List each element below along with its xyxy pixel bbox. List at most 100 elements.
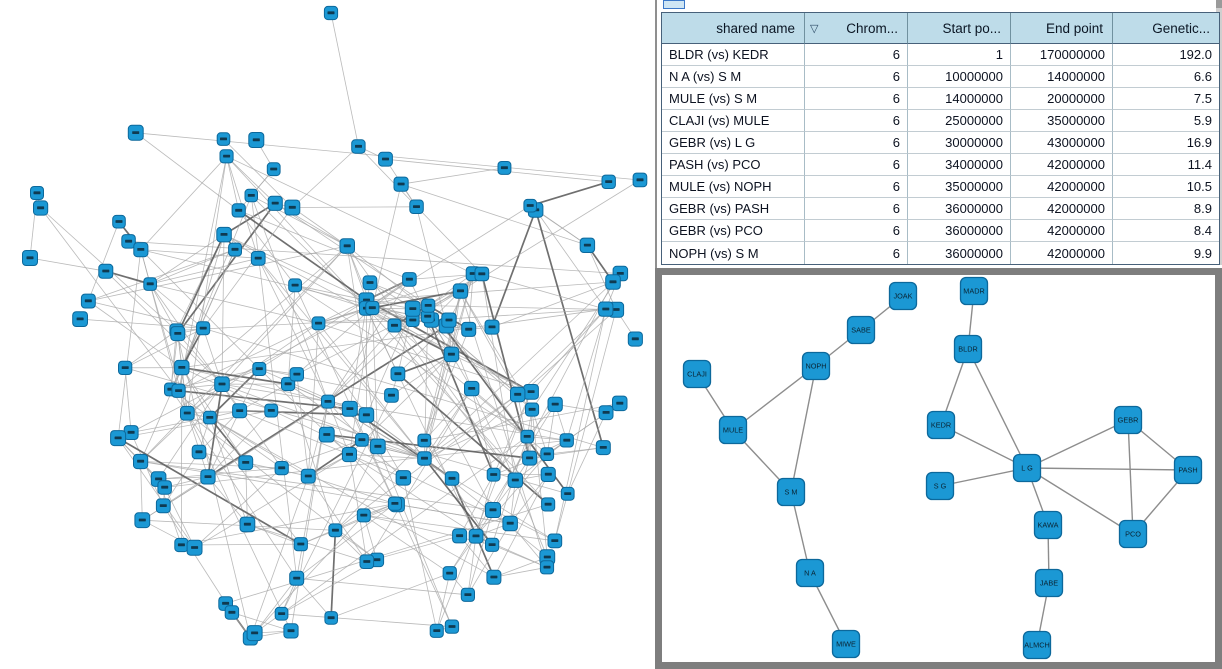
overview-edge[interactable] (307, 475, 368, 562)
overview-edge[interactable] (467, 536, 477, 595)
table-cell[interactable]: 7.5 (1113, 88, 1219, 110)
overview-node[interactable] (289, 367, 305, 382)
overview-edge[interactable] (514, 480, 548, 558)
overview-network-canvas[interactable] (0, 0, 655, 669)
overview-node[interactable] (612, 395, 628, 412)
overview-edge[interactable] (467, 509, 494, 595)
overview-node[interactable] (523, 384, 539, 400)
table-cell[interactable]: 42000000 (1011, 176, 1113, 198)
overview-edge[interactable] (394, 324, 452, 356)
network-node-s-m[interactable]: S M (776, 477, 806, 507)
overview-node[interactable] (339, 238, 355, 254)
overview-edge[interactable] (281, 439, 363, 469)
overview-edge[interactable] (554, 493, 569, 541)
overview-edge[interactable] (158, 476, 209, 480)
overview-edge[interactable] (164, 487, 195, 548)
overview-node[interactable] (502, 515, 518, 532)
overview-edge[interactable] (401, 167, 505, 185)
overview-node[interactable] (387, 318, 402, 333)
network-edge-gebr-pco[interactable] (1127, 419, 1134, 535)
overview-edge[interactable] (150, 257, 259, 285)
table-row[interactable]: CLAJI (vs) MULE 6 25000000 35000000 5.9 (662, 110, 1219, 132)
overview-node[interactable] (497, 161, 512, 175)
overview-node[interactable] (191, 444, 207, 460)
overview-edge[interactable] (259, 368, 350, 455)
table-cell[interactable]: 30000000 (908, 132, 1011, 154)
overview-node[interactable] (283, 623, 299, 639)
table-cell[interactable]: 6 (805, 132, 908, 154)
overview-node[interactable] (486, 569, 502, 585)
table-cell[interactable]: 25000000 (908, 110, 1011, 132)
table-cell[interactable]: 6 (805, 154, 908, 176)
table-cell[interactable]: 8.9 (1113, 198, 1219, 220)
overview-edge[interactable] (530, 308, 607, 393)
table-cell[interactable]: BLDR (vs) KEDR (662, 44, 805, 66)
overview-node[interactable] (560, 486, 575, 501)
overview-edge[interactable] (517, 394, 530, 459)
overview-node[interactable] (232, 403, 248, 419)
overview-node[interactable] (231, 203, 246, 218)
overview-edge[interactable] (492, 509, 555, 542)
table-cell[interactable]: GEBR (vs) PASH (662, 198, 805, 220)
overview-edge[interactable] (296, 374, 309, 477)
overview-edge[interactable] (451, 354, 532, 393)
overview-edge[interactable] (491, 209, 537, 328)
overview-node[interactable] (370, 438, 386, 455)
overview-node[interactable] (216, 132, 231, 146)
overview-edge[interactable] (88, 300, 183, 368)
overview-node[interactable] (452, 528, 468, 544)
overview-node[interactable] (293, 537, 308, 552)
table-cell[interactable]: 6 (805, 66, 908, 88)
overview-node[interactable] (507, 472, 524, 488)
overview-edge[interactable] (327, 279, 410, 402)
overview-node[interactable] (402, 272, 417, 287)
overview-edge[interactable] (187, 410, 272, 414)
overview-edge[interactable] (142, 519, 336, 531)
overview-edge[interactable] (363, 515, 378, 561)
overview-node[interactable] (121, 234, 136, 249)
overview-node[interactable] (387, 496, 402, 511)
overview-node[interactable] (547, 533, 563, 549)
overview-edge[interactable] (327, 401, 350, 455)
table-row[interactable]: MULE (vs) S M 6 14000000 20000000 7.5 (662, 88, 1219, 110)
overview-node[interactable] (33, 200, 49, 216)
overview-edge[interactable] (142, 401, 329, 521)
table-cell[interactable]: 42000000 (1011, 242, 1113, 264)
overview-edge[interactable] (427, 273, 474, 306)
table-cell[interactable]: 6 (805, 88, 908, 110)
overview-edge[interactable] (226, 156, 276, 204)
overview-node[interactable] (356, 508, 371, 523)
table-cell[interactable]: 6 (805, 44, 908, 66)
overview-edge[interactable] (391, 354, 452, 396)
overview-node[interactable] (214, 376, 230, 392)
overview-node[interactable] (266, 162, 281, 177)
overview-edge[interactable] (471, 388, 528, 437)
network-edge-noph-s-m[interactable] (790, 365, 817, 493)
overview-edge[interactable] (296, 577, 468, 596)
overview-node[interactable] (264, 403, 279, 418)
network-node-mule[interactable]: MULE (718, 415, 748, 445)
network-node-bldr[interactable]: BLDR (953, 334, 983, 364)
overview-edge[interactable] (427, 305, 569, 495)
table-cell[interactable]: GEBR (vs) L G (662, 132, 805, 154)
table-cell[interactable]: 5.9 (1113, 110, 1219, 132)
overview-node[interactable] (595, 440, 611, 456)
network-edge-l-g-pash[interactable] (1026, 467, 1189, 471)
overview-node[interactable] (484, 319, 500, 335)
overview-edge[interactable] (493, 436, 528, 475)
overview-edge[interactable] (546, 404, 556, 455)
overview-edge[interactable] (567, 309, 617, 494)
overview-edge[interactable] (531, 409, 548, 558)
overview-edge[interactable] (245, 462, 248, 525)
table-cell[interactable]: 35000000 (908, 176, 1011, 198)
overview-node[interactable] (605, 274, 621, 290)
table-cell[interactable]: 42000000 (1011, 220, 1113, 242)
overview-edge[interactable] (181, 367, 329, 402)
overview-edge[interactable] (492, 281, 614, 511)
table-row[interactable]: GEBR (vs) PASH 6 36000000 42000000 8.9 (662, 198, 1219, 220)
overview-edge[interactable] (460, 179, 641, 292)
overview-edge[interactable] (87, 221, 120, 302)
overview-node[interactable] (246, 625, 263, 642)
overview-edge[interactable] (493, 474, 549, 578)
overview-edge[interactable] (308, 475, 398, 505)
